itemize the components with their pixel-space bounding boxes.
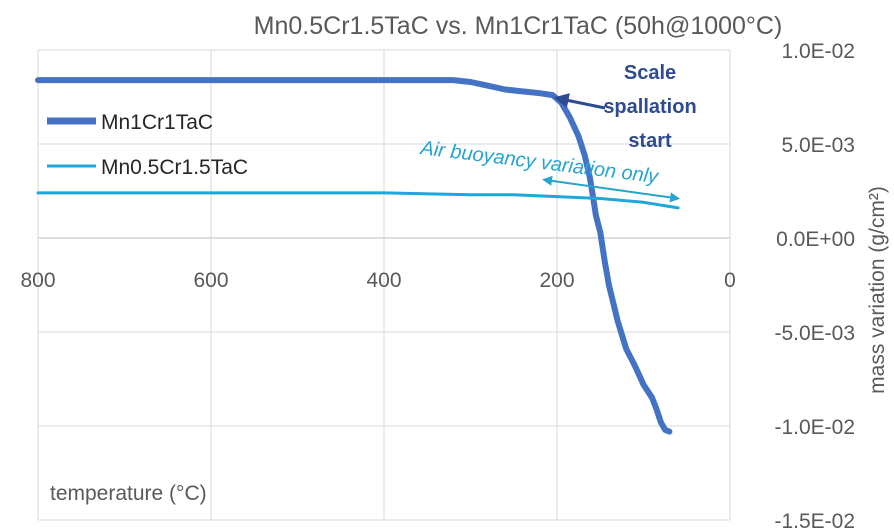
y-tick-label: 0.0E+00	[776, 228, 855, 251]
y-axis-label: mass variation (g/cm²)	[866, 186, 889, 394]
annotation-arrow-scale-spallation	[553, 93, 606, 110]
x-tick-label: 0	[724, 269, 736, 292]
x-tick-label: 400	[366, 269, 401, 292]
x-tick-label: 800	[20, 269, 55, 292]
series-line-mn05cr15tac	[36, 191, 680, 210]
y-tick-label: 5.0E-03	[781, 134, 855, 157]
y-tick-label: 1.0E-02	[781, 40, 855, 63]
legend-label-mn1cr1tac: Mn1Cr1TaC	[101, 111, 213, 134]
legend: Mn1Cr1TaC Mn0.5Cr1.5TaC	[47, 111, 248, 179]
annotation-arrow-air-buoyancy	[542, 175, 681, 203]
annotation-scale-line-1: Scale	[624, 62, 676, 84]
x-tick-label: 600	[193, 269, 228, 292]
y-tick-label: -5.0E-03	[774, 322, 855, 345]
tick-labels: 1.0E-02 5.0E-03 0.0E+00 -5.0E-03 -1.0E-02 -1.…	[20, 40, 855, 531]
annotation-scale-line-3: start	[628, 130, 672, 152]
annotation-scale-line-2: spallation	[603, 96, 696, 118]
x-axis-label: temperature (°C)	[50, 482, 207, 505]
legend-label-mn05cr15tac: Mn0.5Cr1.5TaC	[101, 156, 248, 179]
grid-lines	[37, 49, 731, 521]
series-line-mn1cr1tac	[35, 77, 673, 435]
annotation-air-buoyancy: Air buoyancy variation only	[418, 137, 660, 188]
x-tick-label: 200	[539, 269, 574, 292]
y-tick-label: -1.0E-02	[774, 416, 855, 439]
chart-title: Mn0.5Cr1.5TaC vs. Mn1Cr1TaC (50h@1000°C)	[254, 12, 783, 40]
y-tick-label: -1.5E-02	[774, 510, 855, 531]
